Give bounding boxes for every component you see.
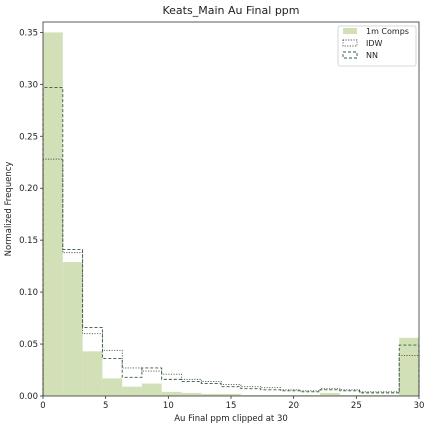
bar-1m-comps-14: [320, 392, 340, 396]
bar-1m-comps-12: [280, 394, 301, 396]
legend-swatch-nn: [342, 51, 358, 59]
bar-1m-comps-9: [221, 393, 241, 396]
bar-1m-comps-10: [240, 394, 261, 396]
x-tick-label: 0: [40, 401, 45, 411]
x-axis-ticks: 0 5 10 15 20 25 30: [40, 396, 424, 411]
y-tick-label: 0.05: [19, 340, 38, 350]
bars-layer: [43, 32, 419, 397]
bar-1m-comps-4: [122, 386, 142, 396]
y-tick-label: 0.25: [19, 132, 38, 142]
bar-1m-comps-1: [62, 261, 83, 396]
y-tick-label: 0.15: [19, 236, 38, 246]
bar-1m-comps-18: [399, 337, 419, 396]
legend-box: [337, 25, 417, 67]
legend-swatch-idw: [342, 39, 358, 47]
legend-label-nn: NN: [366, 51, 378, 60]
bar-1m-comps-17: [379, 394, 400, 396]
y-tick-label: 0.20: [19, 184, 38, 194]
legend-label-1m-comps: 1m Comps: [366, 27, 409, 36]
bar-1m-comps-11: [260, 394, 281, 396]
bar-1m-comps-8: [201, 393, 222, 396]
x-tick-label: 10: [163, 401, 174, 411]
x-tick-label: 15: [226, 401, 237, 411]
y-tick-label: 0.30: [19, 80, 38, 90]
chart-title: Keats_Main Au Final ppm: [163, 4, 300, 17]
legend-label-idw: IDW: [366, 39, 383, 48]
y-tick-label: 0.00: [19, 392, 38, 402]
bar-1m-comps-13: [300, 394, 321, 396]
x-tick-label: 25: [351, 401, 362, 411]
legend: 1m Comps IDW NN: [337, 25, 417, 67]
y-tick-label: 0.10: [19, 288, 38, 298]
legend-swatch-1m-comps: [343, 28, 357, 34]
bar-1m-comps-3: [102, 378, 123, 396]
y-axis-label: Normalized Frequency: [4, 162, 14, 257]
x-tick-label: 30: [414, 401, 425, 411]
x-axis-label: Au Final ppm clipped at 30: [174, 414, 288, 424]
plot-background: [43, 22, 419, 396]
bar-1m-comps-0: [43, 32, 63, 397]
step-lines-layer: [42, 87, 420, 396]
bar-1m-comps-5: [141, 383, 162, 396]
bar-1m-comps-7: [181, 392, 202, 396]
bar-1m-comps-2: [82, 351, 103, 396]
y-axis-ticks: 0.00 0.05 0.10 0.15 0.20 0.25 0.30 0.35: [19, 28, 43, 402]
y-tick-label: 0.35: [19, 28, 38, 38]
bar-1m-comps-16: [359, 394, 380, 396]
x-tick-label: 5: [103, 401, 108, 411]
x-tick-label: 20: [288, 401, 299, 411]
bar-1m-comps-15: [339, 394, 360, 396]
bar-1m-comps-6: [161, 391, 182, 396]
